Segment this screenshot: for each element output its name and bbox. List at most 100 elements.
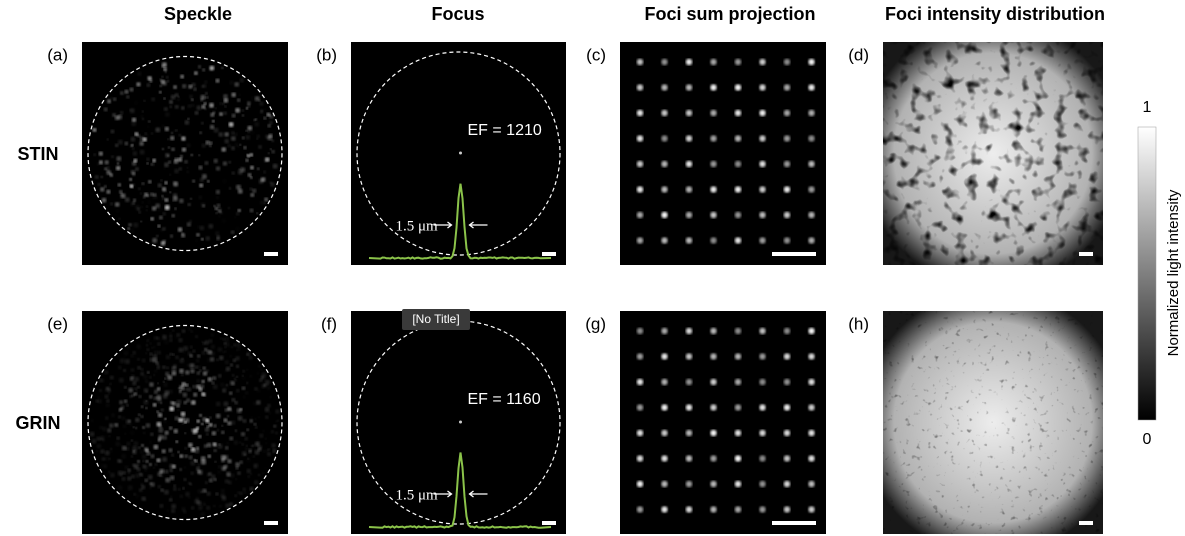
- speckle-grain: [133, 199, 136, 202]
- speckle-grain: [258, 445, 263, 450]
- focus-dot: [759, 237, 765, 243]
- speckle-grain: [201, 351, 205, 355]
- speckle-grain: [174, 485, 176, 487]
- speckle-grain: [259, 102, 263, 106]
- speckle-grain: [208, 224, 213, 229]
- speckle-grain: [141, 415, 144, 418]
- speckle-grain: [242, 376, 246, 380]
- speckle-grain: [106, 169, 109, 172]
- speckle-grain: [202, 174, 207, 179]
- speckle-grain: [162, 148, 164, 150]
- speckle-grain: [258, 365, 260, 367]
- focus-dot: [710, 455, 716, 461]
- panel-label: (a): [47, 45, 68, 64]
- speckle-grain: [141, 444, 144, 447]
- focus-dot: [808, 237, 814, 243]
- focus-dot: [686, 161, 692, 167]
- speckle-grain: [193, 393, 197, 397]
- panel-background: [620, 42, 826, 265]
- speckle-grain: [139, 488, 143, 492]
- speckle-grain: [191, 506, 194, 509]
- speckle-grain: [133, 159, 137, 163]
- speckle-grain: [134, 441, 139, 446]
- panel-label: (g): [585, 314, 606, 333]
- speckle-grain: [196, 379, 200, 383]
- speckle-grain: [90, 432, 95, 437]
- focus-dot: [784, 110, 790, 116]
- speckle-grain: [133, 223, 138, 228]
- speckle-grain: [164, 378, 166, 380]
- figure: 1 0 Normalized light intensity SpeckleFo…: [0, 0, 1185, 536]
- speckle-grain: [120, 91, 124, 95]
- focus-dot: [710, 212, 716, 218]
- speckle-grain: [215, 207, 218, 210]
- speckle-grain: [262, 430, 264, 432]
- speckle-grain: [184, 160, 187, 163]
- speckle-grain: [165, 478, 170, 483]
- speckle-grain: [142, 118, 144, 120]
- speckle-grain: [139, 395, 142, 398]
- column-header: Speckle: [164, 4, 232, 24]
- speckle-grain: [259, 179, 264, 184]
- speckle-grain: [245, 135, 250, 140]
- speckle-grain: [185, 370, 189, 374]
- speckle-grain: [206, 433, 208, 435]
- speckle-grain: [118, 140, 123, 145]
- speckle-grain: [233, 179, 235, 181]
- speckle-grain: [188, 496, 190, 498]
- speckle-grain: [179, 454, 183, 458]
- focus-dot: [808, 110, 814, 116]
- speckle-grain: [164, 107, 168, 111]
- speckle-grain: [234, 440, 238, 444]
- speckle-grain: [215, 79, 219, 83]
- speckle-grain: [218, 465, 221, 468]
- focus-spot: [459, 152, 462, 155]
- speckle-grain: [262, 472, 264, 474]
- focus-dot: [759, 353, 765, 359]
- speckle-grain: [157, 225, 160, 228]
- speckle-grain: [110, 473, 115, 478]
- speckle-grain: [201, 105, 205, 109]
- speckle-grain: [254, 423, 257, 426]
- speckle-grain: [263, 117, 266, 120]
- focus-dot: [637, 110, 643, 116]
- focus-dot: [759, 506, 765, 512]
- speckle-grain: [235, 462, 240, 467]
- speckle-grain: [249, 356, 253, 360]
- speckle-grain: [110, 202, 113, 205]
- speckle-grain: [189, 220, 192, 223]
- speckle-grain: [188, 104, 191, 107]
- focus-dot: [686, 186, 692, 192]
- speckle-grain: [162, 335, 167, 340]
- speckle-grain: [108, 389, 112, 393]
- speckle-grain: [192, 350, 195, 353]
- speckle-grain: [174, 334, 179, 339]
- focus-dot: [759, 59, 765, 65]
- speckle-grain: [181, 233, 185, 237]
- speckle-grain: [193, 432, 195, 434]
- focus-dot: [637, 212, 643, 218]
- speckle-grain: [240, 78, 244, 82]
- speckle-grain: [126, 442, 130, 446]
- fwhm-label: 1.5 μm: [396, 487, 439, 503]
- speckle-grain: [180, 495, 183, 498]
- speckle-grain: [116, 436, 119, 439]
- speckle-grain: [132, 147, 134, 149]
- speckle-grain: [171, 509, 175, 513]
- speckle-grain: [107, 139, 109, 141]
- focus-dot: [808, 186, 814, 192]
- speckle-grain: [102, 198, 107, 203]
- speckle-grain: [208, 351, 212, 355]
- speckle-grain: [198, 435, 201, 438]
- speckle-grain: [205, 92, 208, 95]
- speckle-grain: [189, 354, 192, 357]
- speckle-grain: [169, 464, 174, 469]
- speckle-grain: [235, 380, 237, 382]
- speckle-grain: [217, 429, 219, 431]
- focus-dot: [661, 379, 667, 385]
- speckle-grain: [176, 404, 180, 408]
- focus-dot: [710, 161, 716, 167]
- speckle-grain: [243, 419, 247, 423]
- speckle-grain: [218, 374, 222, 378]
- speckle-grain: [165, 205, 170, 210]
